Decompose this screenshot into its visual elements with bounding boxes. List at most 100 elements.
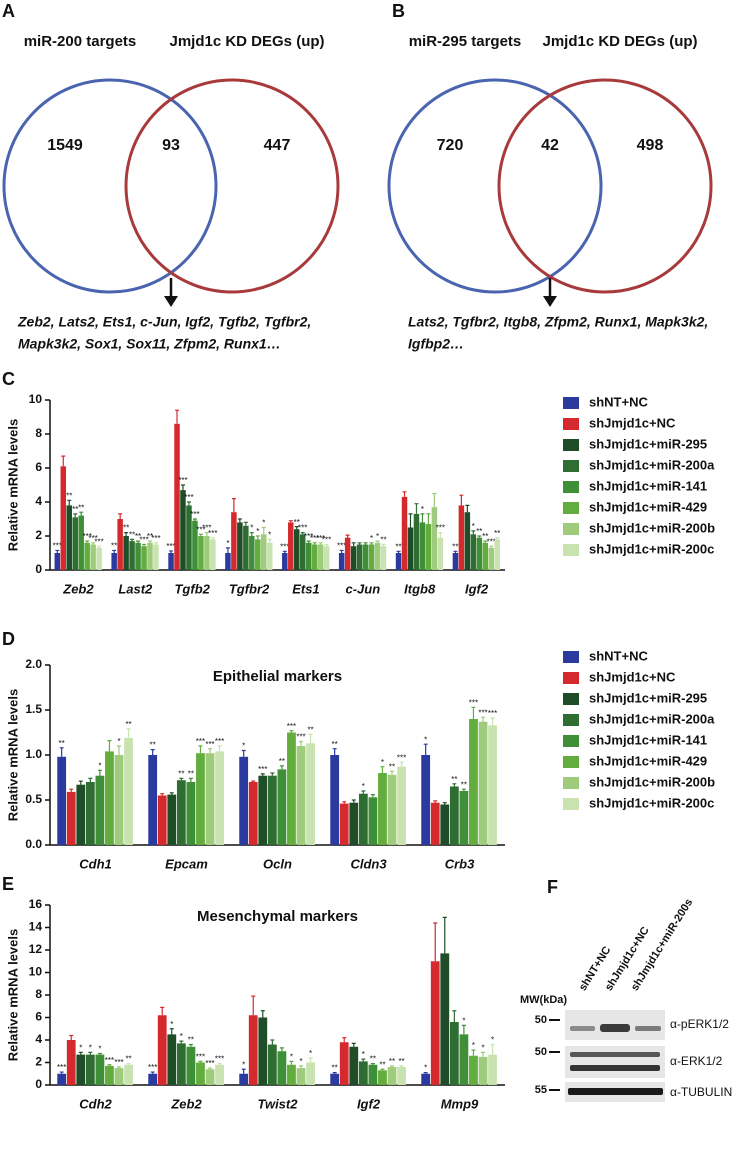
error-bar bbox=[130, 538, 135, 542]
bar bbox=[198, 536, 204, 570]
error-bar bbox=[124, 532, 129, 536]
y-tick-label: 8 bbox=[35, 987, 42, 1001]
bar bbox=[440, 804, 450, 845]
legend-label: shJmjd1c+miR-141 bbox=[589, 732, 707, 747]
bar bbox=[117, 519, 123, 570]
significance-label: * bbox=[472, 1041, 475, 1050]
legend-swatch bbox=[563, 481, 579, 493]
error-bar bbox=[61, 455, 66, 467]
error-bar bbox=[390, 1065, 395, 1067]
legend-swatch bbox=[563, 798, 579, 810]
error-bar bbox=[357, 542, 362, 545]
error-bar bbox=[251, 995, 256, 1016]
significance-label: ** bbox=[461, 780, 467, 789]
bar bbox=[470, 534, 477, 570]
error-bar bbox=[465, 504, 470, 513]
error-bar bbox=[489, 545, 494, 548]
bar bbox=[488, 547, 495, 570]
significance-label: ** bbox=[78, 503, 84, 512]
legend-swatch bbox=[563, 523, 579, 535]
error-bar bbox=[175, 409, 180, 424]
error-bar bbox=[249, 532, 254, 536]
error-bar bbox=[188, 777, 193, 782]
error-bar bbox=[299, 740, 304, 746]
significance-label: ** bbox=[129, 531, 135, 540]
bar bbox=[368, 1064, 378, 1085]
error-bar bbox=[150, 749, 155, 755]
legend-swatch bbox=[563, 460, 579, 472]
error-bar bbox=[300, 532, 305, 535]
error-bar bbox=[59, 747, 64, 757]
bar bbox=[368, 797, 378, 845]
venn-count: 42 bbox=[541, 137, 559, 154]
error-bar bbox=[423, 1072, 428, 1074]
significance-label: * bbox=[462, 1016, 465, 1025]
bar bbox=[95, 775, 105, 845]
mw-marker: 50 bbox=[535, 1014, 547, 1026]
bar bbox=[196, 1062, 205, 1085]
error-bar bbox=[490, 1043, 495, 1055]
error-bar bbox=[380, 1068, 385, 1071]
error-bar bbox=[107, 740, 112, 752]
significance-label: * bbox=[256, 527, 259, 536]
error-bar bbox=[237, 518, 242, 523]
error-bar bbox=[318, 542, 323, 545]
venn-count: 498 bbox=[637, 137, 664, 154]
bar bbox=[397, 766, 406, 845]
legend-swatch bbox=[563, 544, 579, 556]
significance-label: * bbox=[242, 742, 245, 751]
bar bbox=[114, 755, 124, 845]
error-bar bbox=[477, 535, 482, 538]
bar bbox=[419, 522, 426, 570]
error-bar bbox=[324, 543, 329, 547]
significance-label: *** bbox=[397, 753, 406, 762]
y-tick-label: 10 bbox=[29, 965, 43, 979]
error-bar bbox=[231, 498, 236, 513]
bar bbox=[96, 547, 102, 570]
error-bar bbox=[91, 542, 96, 545]
error-bar bbox=[402, 491, 407, 497]
error-bar bbox=[69, 788, 74, 792]
bar bbox=[387, 1067, 397, 1085]
error-bar bbox=[351, 542, 356, 547]
y-tick-label: 2 bbox=[35, 528, 42, 542]
bar bbox=[339, 803, 349, 845]
y-tick-label: 2.0 bbox=[25, 657, 42, 671]
bar bbox=[186, 782, 196, 845]
bar bbox=[350, 546, 357, 570]
bar bbox=[167, 1034, 177, 1085]
significance-label: *** bbox=[215, 737, 224, 746]
significance-label: *** bbox=[202, 524, 211, 533]
error-bar bbox=[390, 770, 395, 775]
bar bbox=[478, 721, 488, 845]
bar bbox=[469, 719, 478, 845]
significance-label: *** bbox=[287, 722, 296, 731]
legend-swatch bbox=[563, 672, 579, 684]
error-bar bbox=[414, 503, 419, 514]
significance-label: ** bbox=[379, 1060, 385, 1069]
significance-label: ** bbox=[389, 1057, 395, 1066]
bar bbox=[255, 539, 261, 570]
error-bar bbox=[370, 1063, 375, 1065]
bar bbox=[287, 732, 296, 845]
bar bbox=[180, 490, 186, 570]
bar bbox=[287, 1064, 296, 1085]
legend-swatch bbox=[563, 735, 579, 747]
bar bbox=[380, 546, 387, 570]
bar bbox=[105, 1065, 114, 1085]
bar bbox=[449, 1022, 459, 1085]
error-bar bbox=[186, 501, 191, 506]
bar bbox=[60, 466, 67, 570]
arrow-head bbox=[164, 296, 178, 307]
error-bar bbox=[160, 793, 165, 796]
significance-label: *** bbox=[469, 698, 478, 707]
bar bbox=[76, 1054, 86, 1085]
significance-label: ** bbox=[389, 762, 395, 771]
bar bbox=[430, 961, 440, 1085]
error-bar bbox=[453, 550, 458, 553]
bar bbox=[306, 1062, 315, 1085]
bar bbox=[296, 746, 306, 845]
bar bbox=[124, 737, 133, 845]
error-bar bbox=[117, 1066, 122, 1069]
error-bar bbox=[495, 537, 500, 540]
